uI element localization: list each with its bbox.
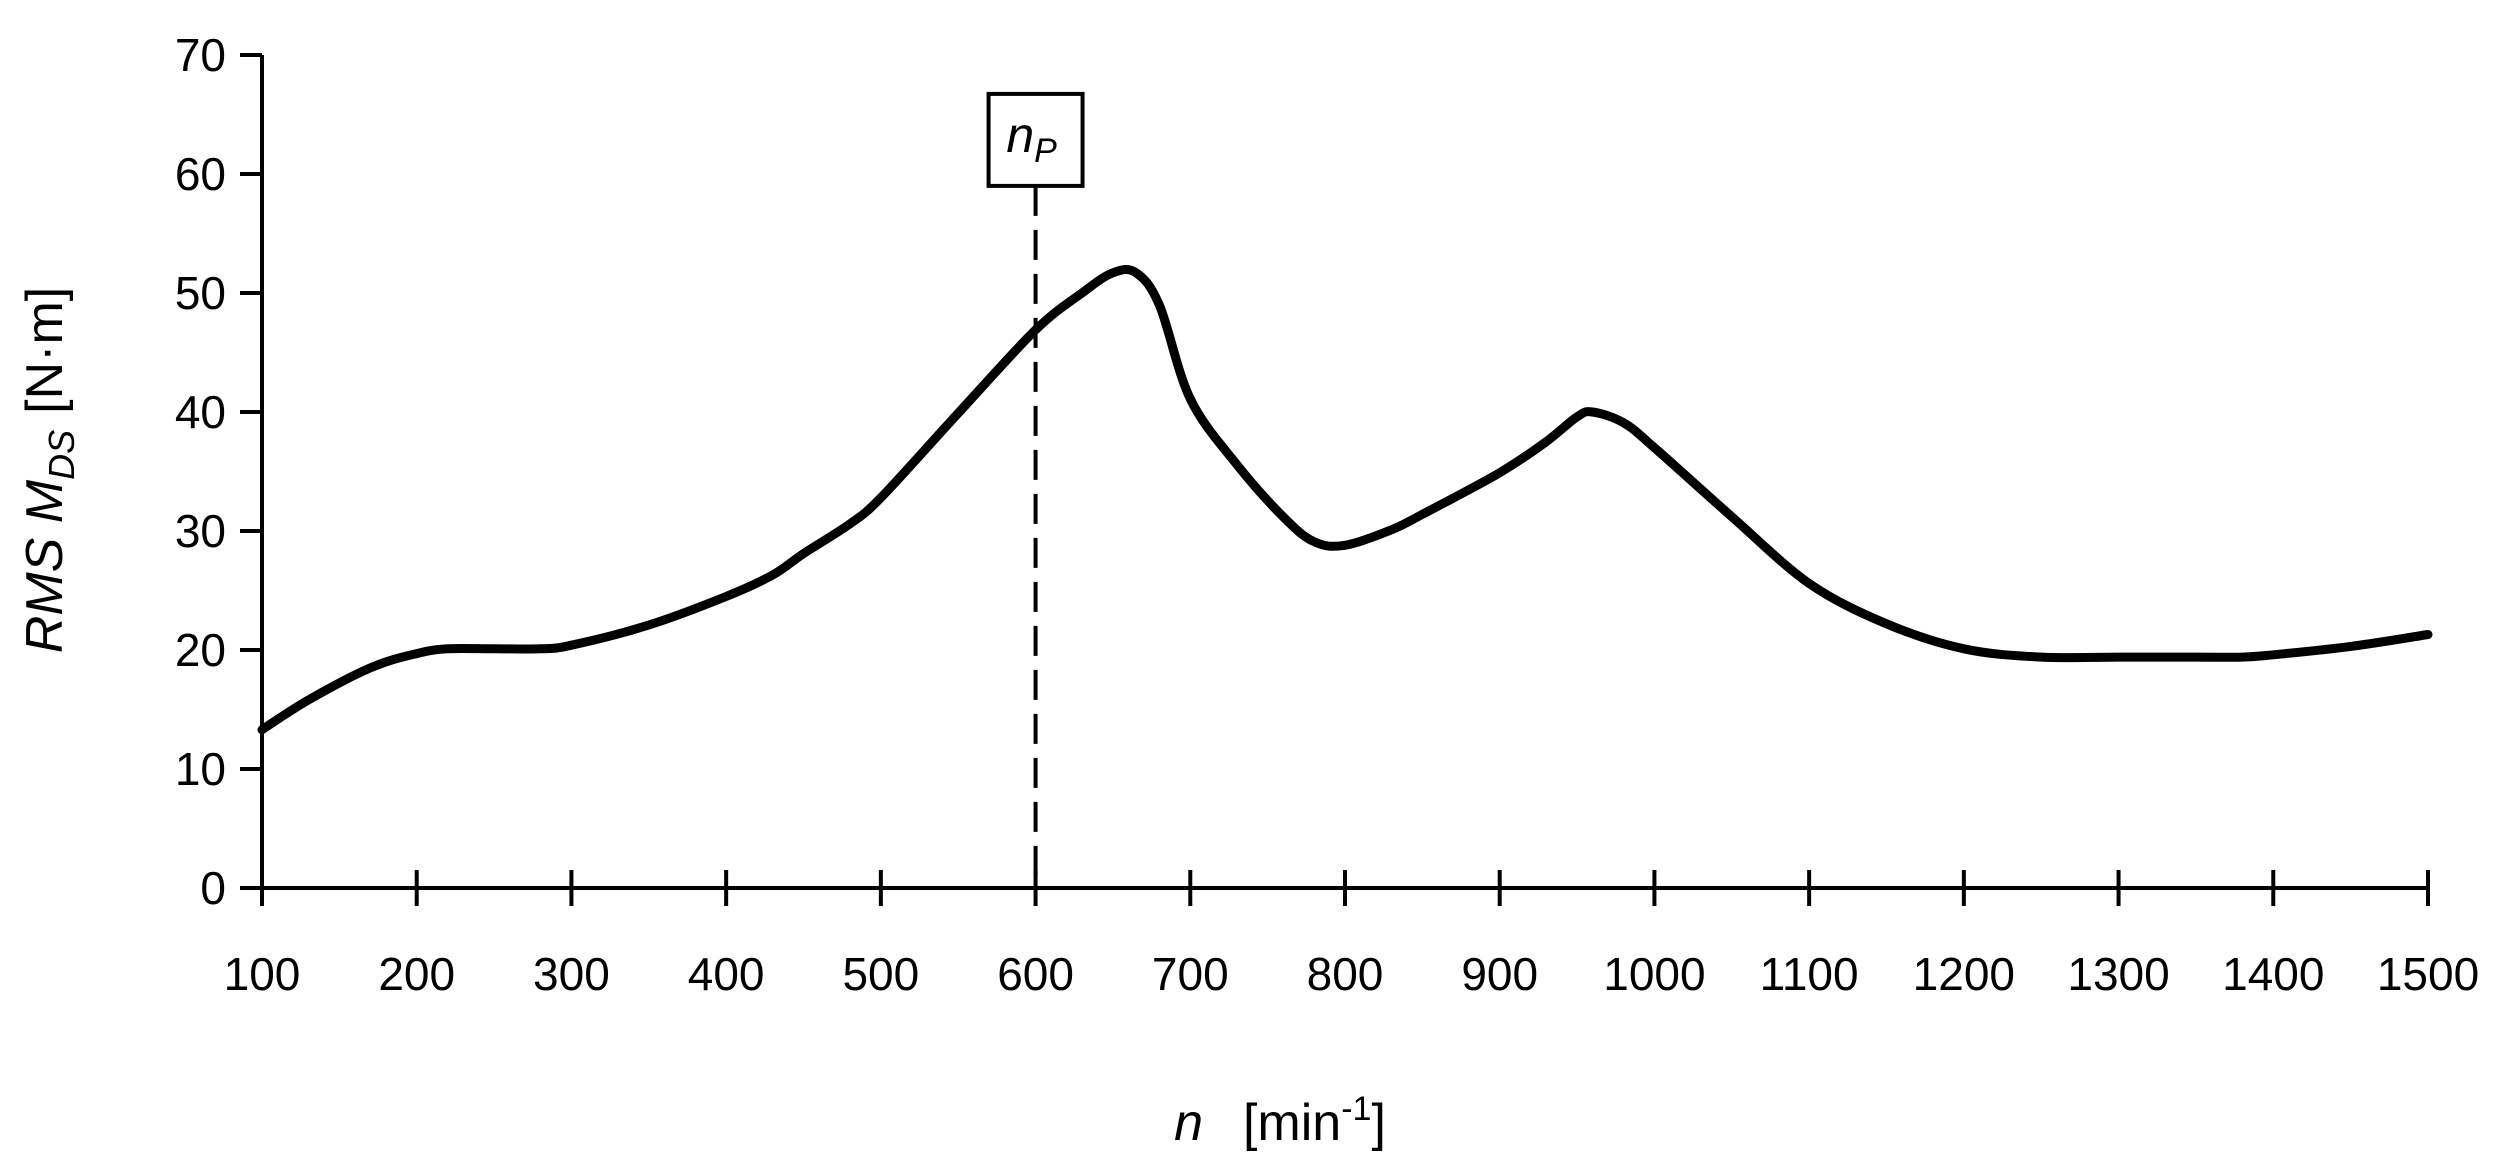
y-tick-label-6: 60 [175, 148, 226, 200]
annotation-label-0: nP [1006, 107, 1057, 170]
x-tick-label-10: 1100 [1760, 948, 1859, 1000]
x-tick-label-6: 700 [1152, 948, 1229, 1000]
series-line-0 [257, 265, 2433, 735]
annotation-box-0 [986, 91, 1085, 188]
y-tick-label-4: 40 [175, 386, 226, 438]
annotation-np: nP [986, 91, 1085, 888]
x-tick-label-1: 200 [378, 948, 455, 1000]
x-tick-label-8: 900 [1461, 948, 1538, 1000]
series [257, 265, 2433, 735]
x-tick-label-2: 300 [533, 948, 610, 1000]
x-tick-label-14: 1500 [2377, 948, 2479, 1000]
x-tick-label-4: 500 [842, 948, 919, 1000]
x-axis-label: n [min-1] [1174, 1090, 1386, 1152]
x-tick-label-12: 1300 [2067, 948, 2169, 1000]
x-tick-label-3: 400 [688, 948, 765, 1000]
x-tick-label-13: 1400 [2222, 948, 2324, 1000]
y-axis: 0 10 20 30 40 50 60 70 [175, 29, 264, 914]
y-tick-label-0: 0 [200, 862, 226, 914]
y-axis-label: RMS MDS[N·m] [16, 287, 82, 653]
x-tick-label-5: 600 [997, 948, 1074, 1000]
y-tick-label-1: 10 [175, 743, 226, 795]
y-tick-label-5: 50 [175, 267, 226, 319]
y-tick-label-2: 20 [175, 624, 226, 676]
y-tick-label-3: 30 [175, 505, 226, 557]
x-tick-label-9: 1000 [1603, 948, 1705, 1000]
x-axis: 100 200 300 400 500 600 700 800 900 1000 1100 1200 1… [224, 870, 2479, 1000]
x-tick-label-0: 100 [224, 948, 301, 1000]
x-tick-label-11: 1200 [1913, 948, 2015, 1000]
y-tick-label-7: 70 [175, 29, 226, 81]
x-tick-label-7: 800 [1307, 948, 1384, 1000]
